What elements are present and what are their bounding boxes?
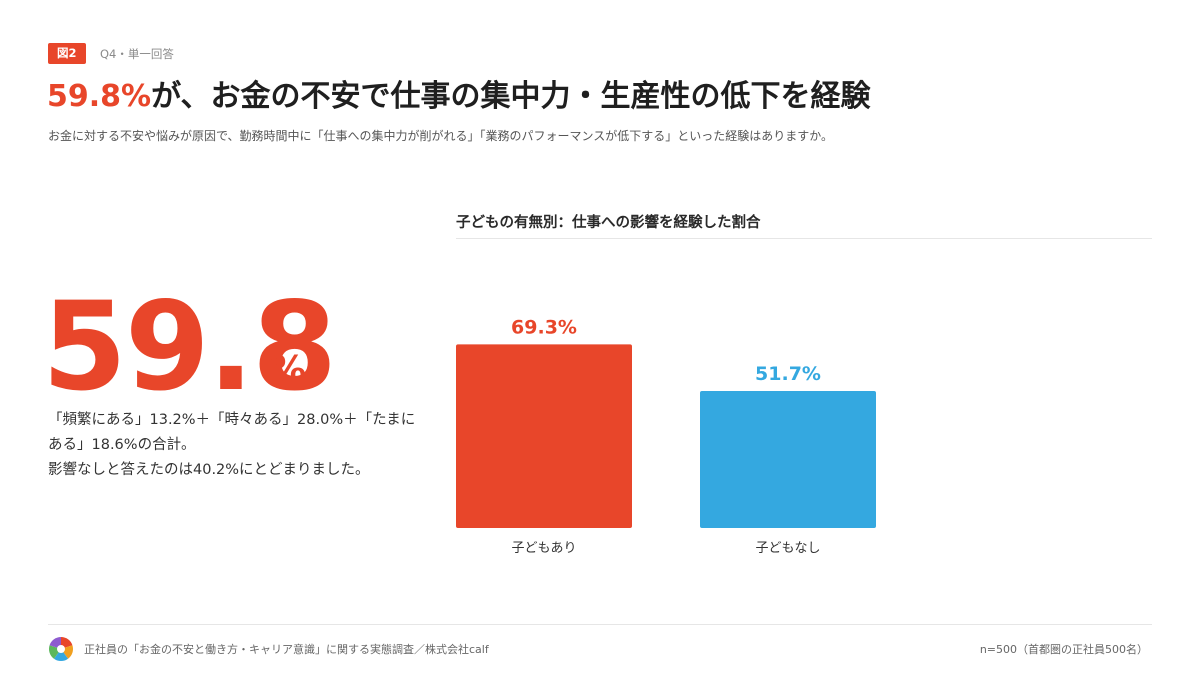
headline-accent: 59.8% xyxy=(47,79,152,114)
headline-text: が、お金の不安で仕事の集中力・生産性の低下を経験 xyxy=(151,79,871,114)
question-label: Q4・単一回答 xyxy=(100,47,174,61)
calf-logo-icon xyxy=(49,637,73,661)
bar-1 xyxy=(456,344,632,528)
page-subtitle: お金に対する不安や悩みが原因で、勤務時間中に「仕事への集中力が削がれる」「業務の… xyxy=(48,129,834,143)
footer-sample-size: n=500（首都圏の正社員500名） xyxy=(979,643,1148,656)
highlight-description-line2: 影響なしと答えたのは40.2%にとどまりました。 xyxy=(48,462,370,478)
bar-value-label-1: 69.3% xyxy=(511,316,577,338)
highlight-description-line1: 「頻繁にある」13.2%＋「時々ある」28.0%＋「たまにある」18.6%の合計… xyxy=(48,412,416,453)
footer-source: 正社員の「お金の不安と働き方・キャリア意識」に関する実態調査／株式会社calf xyxy=(84,643,489,656)
bar-2 xyxy=(700,390,876,528)
highlight-unit: % xyxy=(270,349,307,390)
footer-divider xyxy=(48,624,1152,625)
logo-segment xyxy=(61,637,73,649)
highlight-description: 「頻繁にある」13.2%＋「時々ある」28.0%＋「たまにある」18.6%の合計… xyxy=(48,408,420,483)
highlight-number: 59.8 xyxy=(42,276,337,418)
logo-segment xyxy=(49,637,61,649)
figure-badge: 図2 xyxy=(48,43,86,64)
logo-center xyxy=(57,645,65,653)
bar-value-label-2: 51.7% xyxy=(755,363,821,385)
page-title: 59.8%が、お金の不安で仕事の集中力・生産性の低下を経験 xyxy=(47,76,870,118)
category-label-1: 子どもあり xyxy=(511,541,576,556)
category-label-2: 子どもなし xyxy=(755,541,820,556)
logo-segment xyxy=(53,649,69,661)
chart-title: 子どもの有無別：仕事への影響を経験した割合 xyxy=(456,215,761,231)
chart-title-divider xyxy=(456,238,1152,239)
